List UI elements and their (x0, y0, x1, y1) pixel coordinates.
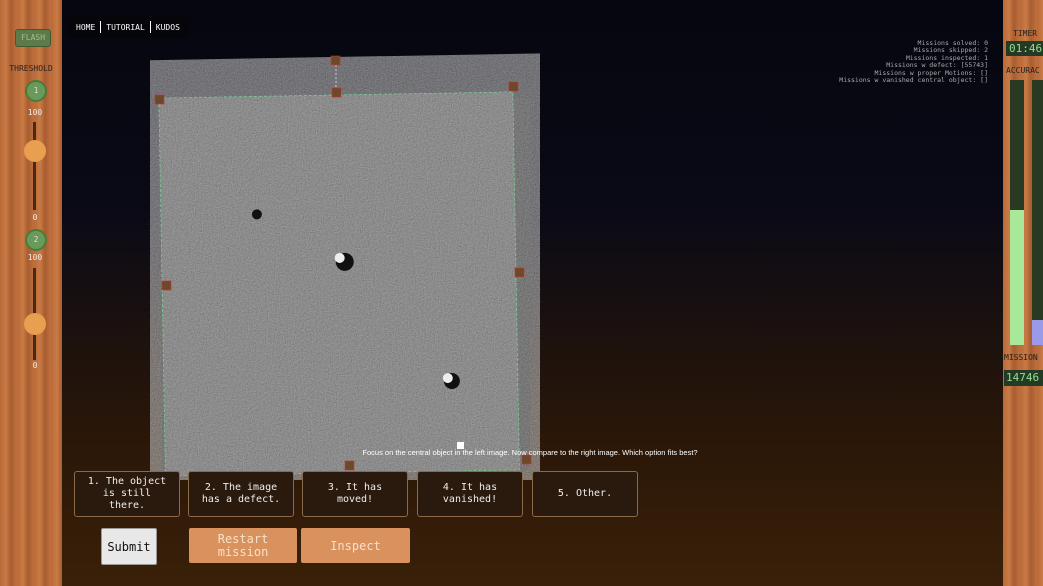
option-button[interactable]: 2. The image has a defect. (188, 471, 294, 517)
slider-min: 0 (20, 213, 50, 222)
slider-track (33, 122, 36, 210)
left-panel: FLASH THRESHOLD 1 100 0 2 100 0 (0, 0, 62, 586)
stat-line: Missions w vanished central object: [] (839, 77, 988, 84)
accuracy-label: ACCURAC (1006, 66, 1040, 75)
option-button[interactable]: 4. It has vanished! (417, 471, 523, 517)
slider-knob[interactable] (24, 140, 46, 162)
accuracy-fill (1010, 210, 1024, 345)
accuracy-fill (1032, 320, 1043, 345)
option-button[interactable]: 5. Other. (532, 471, 638, 517)
slider-badge: 1 (25, 80, 47, 102)
restart-button[interactable]: Restart mission (189, 528, 297, 563)
slider-knob[interactable] (24, 313, 46, 335)
nav-link[interactable]: KUDOS (156, 23, 180, 32)
flash-button[interactable]: FLASH (15, 29, 51, 47)
threshold-label: THRESHOLD (0, 64, 62, 73)
cursor (457, 442, 464, 449)
mission-number: 14746 (1004, 370, 1043, 386)
nav-link[interactable]: HOME (76, 23, 95, 32)
slider-max: 100 (20, 253, 50, 262)
app: FLASH THRESHOLD 1 100 0 2 100 0 HOME TUT… (0, 0, 1043, 586)
option-button[interactable]: 3. It has moved! (302, 471, 408, 517)
image-viewer (150, 50, 540, 480)
timer-label: TIMER (1013, 29, 1037, 38)
nav-link[interactable]: TUTORIAL (106, 23, 145, 32)
timer: 01:46 (1006, 41, 1043, 56)
divider (100, 21, 101, 33)
mission-label: MISSION (1004, 353, 1038, 362)
slider-min: 0 (20, 361, 50, 370)
submit-button[interactable]: Submit (101, 528, 157, 565)
inspect-button[interactable]: Inspect (301, 528, 410, 563)
right-panel: TIMER 01:46 ACCURAC MISSION 14746 (1003, 0, 1043, 586)
option-button[interactable]: 1. The object is still there. (74, 471, 180, 517)
divider (150, 21, 151, 33)
instruction: Focus on the central object in the left … (330, 448, 730, 457)
slider-badge: 2 (25, 229, 47, 251)
slider-max: 100 (20, 108, 50, 117)
accuracy-bar (1032, 80, 1043, 345)
nav: HOME TUTORIAL KUDOS (66, 16, 190, 38)
image-noise (159, 92, 520, 476)
